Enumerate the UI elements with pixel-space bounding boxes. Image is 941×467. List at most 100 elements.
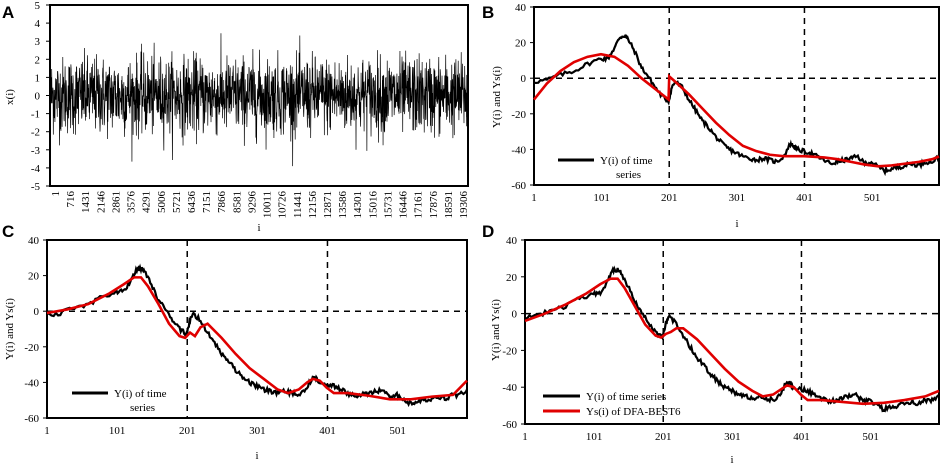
panel-c-y-ticks: 40 20 0 -20 -40 -60 [24, 235, 47, 425]
panel-a-y-tick-label: 4 [35, 18, 41, 30]
panel-a-y-ticks: 5 4 3 2 1 0 -1 -2 -3 -4 -5 [31, 0, 50, 193]
panel-a-x-tick-label: 2146 [95, 191, 107, 214]
panel-b-dividers [534, 7, 939, 185]
panel-d-label: D [482, 222, 494, 241]
panel-a-x-tick-label: 18591 [443, 191, 455, 219]
panel-c: C 40 20 0 -20 -40 -60 1 101 201 301 401 501 Y(i) o… [2, 222, 468, 462]
panel-b-legend-text-line1: Y(i) of time [600, 155, 653, 167]
d-x-tick-label: 201 [655, 431, 672, 443]
c-x-tick-label: 501 [389, 425, 406, 437]
b-y-tick-label: -20 [511, 109, 526, 121]
panel-a-x-tick-label: 15731 [382, 191, 394, 219]
panel-a-x-tick-label: 6436 [186, 191, 198, 214]
panel-b-y-axis-label: Y(i) and Ys(i) [491, 66, 503, 128]
panel-a-y-tick-label: 0 [35, 91, 41, 103]
panel-a-x-tick-label: 7151 [201, 191, 213, 213]
panel-a-x-tick-label: 10726 [277, 191, 289, 219]
panel-a-y-tick-label: 1 [35, 72, 41, 84]
c-y-tick-label: -20 [24, 342, 39, 354]
d-y-tick-label: -40 [502, 382, 517, 394]
panel-a-x-tick-label: 13586 [337, 191, 349, 219]
panel-a-x-tick-label: 8581 [231, 191, 243, 213]
panel-d-x-ticks: 1 101 201 301 401 501 [522, 431, 879, 443]
b-x-tick-label: 401 [796, 192, 813, 204]
b-x-tick-label: 501 [864, 192, 881, 204]
panel-a-y-tick-label: 2 [35, 54, 41, 66]
panel-b-label: B [482, 3, 494, 22]
panel-d-x-axis-label: i [730, 454, 733, 466]
panel-a-x-tick-label: 12156 [307, 191, 319, 219]
panel-a-x-tick-label: 11441 [292, 191, 304, 218]
panel-c-x-axis-label: i [255, 450, 258, 462]
panel-a-x-tick-label: 3576 [126, 191, 138, 214]
b-y-tick-label: 0 [521, 73, 527, 85]
panel-d-y-ticks: 40 20 0 -20 -40 -60 [502, 235, 525, 431]
c-x-tick-label: 301 [249, 425, 266, 437]
panel-a-y-tick-label: -2 [31, 127, 40, 139]
panel-c-series-ys [46, 276, 468, 401]
panel-a-x-tick-label: 9296 [246, 191, 258, 214]
panel-d-y-axis-label: Y(i) and Ys(i) [490, 299, 502, 361]
panel-c-plot-frame [46, 239, 468, 419]
panel-a-x-tick-label: 17876 [428, 191, 440, 219]
panel-a-x-tick-label: 5006 [156, 191, 168, 214]
panel-a-y-tick-label: 3 [35, 36, 41, 48]
c-y-tick-label: 0 [34, 306, 40, 318]
d-x-tick-label: 401 [793, 431, 810, 443]
panel-a-y-tick-label: -3 [31, 145, 41, 157]
c-y-tick-label: 40 [28, 235, 40, 247]
b-x-tick-label: 1 [531, 192, 537, 204]
panel-d-legend-text-y: Y(i) of time series [586, 391, 666, 403]
panel-a-x-tick-label: 19306 [458, 191, 470, 219]
b-x-tick-label: 101 [593, 192, 610, 204]
panel-a-x-tick-label: 17161 [413, 191, 425, 219]
panel-b-legend-text-line2: series [616, 169, 641, 181]
panel-a-x-tick-label: 1 [50, 191, 62, 197]
panel-a-x-tick-label: 716 [65, 191, 77, 208]
panel-c-dividers [47, 240, 467, 418]
panel-a-x-tick-label: 7866 [216, 191, 228, 214]
panel-d-series-y [524, 265, 940, 413]
d-x-tick-label: 101 [586, 431, 603, 443]
panel-b-x-ticks: 1 101 201 301 401 501 [531, 192, 880, 204]
c-y-tick-label: -60 [24, 413, 39, 425]
d-x-tick-label: 1 [522, 431, 528, 443]
panel-a-x-ticks: 1 716 1431 2146 2861 3576 4291 5006 5721 6436 7151… [50, 191, 470, 219]
panel-a-x-tick-label: 5721 [171, 191, 183, 213]
d-y-tick-label: -20 [502, 345, 517, 357]
d-y-tick-label: 20 [506, 272, 518, 284]
panel-a-label: A [2, 3, 14, 22]
panel-a-x-axis-label: i [257, 222, 260, 234]
panel-a-x-tick-label: 2861 [110, 191, 122, 213]
panel-c-legend: Y(i) of time series [72, 388, 167, 414]
panel-b-series-ys [532, 52, 940, 168]
panel-a-y-tick-label: 5 [35, 0, 41, 12]
panel-a-x-tick-label: 15016 [367, 191, 379, 219]
d-y-tick-label: 40 [506, 235, 518, 247]
panel-d-legend: Y(i) of time series Ys(i) of DFA-BEST6 [543, 391, 681, 418]
b-y-tick-label: 40 [515, 2, 527, 14]
panel-c-legend-text-line1: Y(i) of time [114, 388, 167, 400]
panel-a-y-tick-label: -1 [31, 109, 40, 121]
panel-a-x-tick-label: 4291 [141, 191, 153, 213]
panel-a-x-tick-label: 1431 [80, 191, 92, 213]
b-y-tick-label: -60 [511, 180, 526, 192]
panel-a-y-tick-label: -5 [31, 181, 41, 193]
panel-c-legend-text-line2: series [130, 402, 155, 414]
panel-b-y-ticks: 40 20 0 -20 -40 -60 [511, 2, 534, 192]
panel-b: B 40 20 0 -20 -40 -60 1 101 201 301 401 501 Y(i) o… [482, 2, 941, 230]
panel-a-x-tick-label: 16446 [398, 191, 410, 219]
b-y-tick-label: -40 [511, 144, 526, 156]
panel-d-series-ys [524, 277, 940, 406]
panel-c-series-y [46, 263, 468, 408]
c-y-tick-label: -40 [24, 377, 39, 389]
d-y-tick-label: -60 [502, 419, 517, 431]
panel-a-x-tick-label: 12871 [322, 191, 334, 219]
panel-a-y-axis-label: x(i) [4, 89, 16, 105]
panel-c-y-axis-label: Y(i) and Ys(i) [4, 298, 16, 360]
d-y-tick-label: 0 [512, 309, 518, 321]
panel-d-plot-frame [524, 239, 940, 425]
b-x-tick-label: 201 [661, 192, 678, 204]
panel-a-x-tick-label: 14301 [352, 191, 364, 219]
panel-c-x-ticks: 1 101 201 301 401 501 [44, 425, 406, 437]
